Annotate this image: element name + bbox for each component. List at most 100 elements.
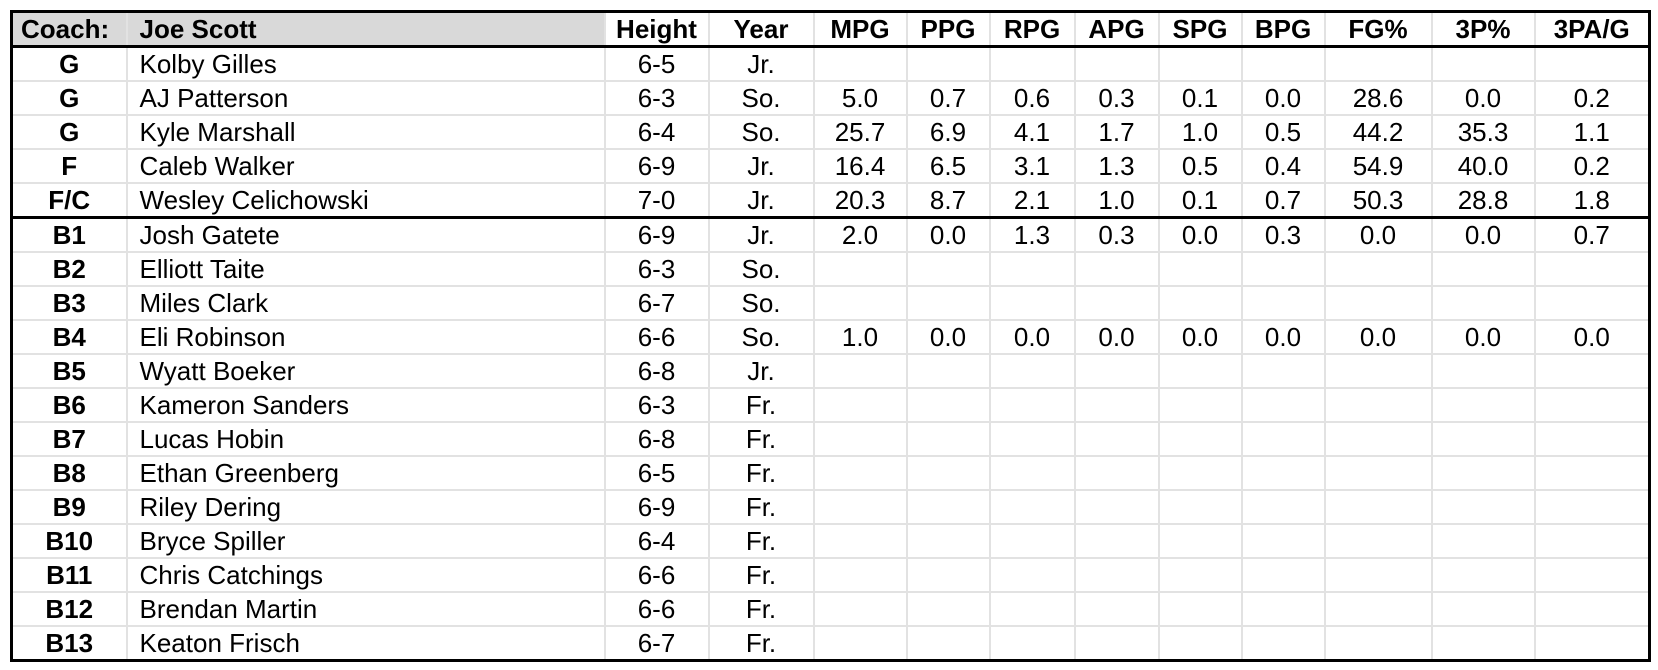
- stat-cell-mpg[interactable]: [812, 251, 908, 287]
- year-cell[interactable]: So.: [707, 285, 815, 321]
- stat-cell-rpg[interactable]: [988, 523, 1076, 559]
- stat-cell-apg[interactable]: [1073, 45, 1160, 82]
- stat-cell-3pa-g[interactable]: [1533, 285, 1651, 321]
- stat-cell-mpg[interactable]: [812, 625, 908, 662]
- stat-cell-ppg[interactable]: 0.7: [905, 80, 991, 116]
- player-name-cell[interactable]: Riley Dering: [125, 489, 606, 525]
- stat-cell-mpg[interactable]: [812, 285, 908, 321]
- stat-cell-3p-[interactable]: [1430, 455, 1536, 491]
- coach-name-cell[interactable]: Joe Scott: [125, 10, 606, 48]
- stat-cell-apg[interactable]: [1073, 523, 1160, 559]
- column-header-3p-[interactable]: 3P%: [1430, 10, 1536, 48]
- stat-cell-3p-[interactable]: [1430, 557, 1536, 593]
- position-cell[interactable]: G: [10, 45, 128, 82]
- stat-cell-bpg[interactable]: [1240, 557, 1326, 593]
- stat-cell-mpg[interactable]: 1.0: [812, 319, 908, 355]
- stat-cell-fg-[interactable]: [1323, 387, 1433, 423]
- stat-cell-rpg[interactable]: [988, 387, 1076, 423]
- height-cell[interactable]: 6-5: [603, 45, 710, 82]
- stat-cell-bpg[interactable]: [1240, 353, 1326, 389]
- stat-cell-rpg[interactable]: [988, 591, 1076, 627]
- height-cell[interactable]: 6-6: [603, 591, 710, 627]
- stat-cell-spg[interactable]: [1157, 421, 1243, 457]
- player-name-cell[interactable]: Eli Robinson: [125, 319, 606, 355]
- stat-cell-fg-[interactable]: [1323, 285, 1433, 321]
- stat-cell-bpg[interactable]: [1240, 489, 1326, 525]
- stat-cell-apg[interactable]: [1073, 455, 1160, 491]
- height-cell[interactable]: 6-9: [603, 148, 710, 184]
- stat-cell-mpg[interactable]: [812, 455, 908, 491]
- stat-cell-apg[interactable]: [1073, 421, 1160, 457]
- stat-cell-ppg[interactable]: 6.9: [905, 114, 991, 150]
- stat-cell-spg[interactable]: [1157, 625, 1243, 662]
- stat-cell-3pa-g[interactable]: [1533, 489, 1651, 525]
- year-cell[interactable]: Jr.: [707, 353, 815, 389]
- stat-cell-3p-[interactable]: 0.0: [1430, 216, 1536, 253]
- year-cell[interactable]: So.: [707, 251, 815, 287]
- stat-cell-bpg[interactable]: [1240, 455, 1326, 491]
- stat-cell-fg-[interactable]: [1323, 45, 1433, 82]
- stat-cell-3p-[interactable]: 35.3: [1430, 114, 1536, 150]
- stat-cell-bpg[interactable]: [1240, 251, 1326, 287]
- stat-cell-bpg[interactable]: 0.0: [1240, 80, 1326, 116]
- stat-cell-rpg[interactable]: [988, 353, 1076, 389]
- stat-cell-spg[interactable]: [1157, 251, 1243, 287]
- stat-cell-3pa-g[interactable]: [1533, 557, 1651, 593]
- position-cell[interactable]: B6: [10, 387, 128, 423]
- stat-cell-bpg[interactable]: [1240, 387, 1326, 423]
- stat-cell-spg[interactable]: [1157, 387, 1243, 423]
- stat-cell-ppg[interactable]: [905, 625, 991, 662]
- stat-cell-fg-[interactable]: 54.9: [1323, 148, 1433, 184]
- position-cell[interactable]: B10: [10, 523, 128, 559]
- stat-cell-spg[interactable]: 0.5: [1157, 148, 1243, 184]
- stat-cell-3p-[interactable]: [1430, 489, 1536, 525]
- stat-cell-apg[interactable]: 1.0: [1073, 182, 1160, 219]
- stat-cell-ppg[interactable]: 0.0: [905, 216, 991, 253]
- stat-cell-ppg[interactable]: 6.5: [905, 148, 991, 184]
- year-cell[interactable]: Fr.: [707, 489, 815, 525]
- position-cell[interactable]: F: [10, 148, 128, 184]
- player-name-cell[interactable]: Chris Catchings: [125, 557, 606, 593]
- stat-cell-mpg[interactable]: [812, 45, 908, 82]
- stat-cell-3pa-g[interactable]: [1533, 353, 1651, 389]
- stat-cell-spg[interactable]: [1157, 557, 1243, 593]
- stat-cell-bpg[interactable]: 0.7: [1240, 182, 1326, 219]
- stat-cell-3p-[interactable]: 40.0: [1430, 148, 1536, 184]
- stat-cell-fg-[interactable]: [1323, 489, 1433, 525]
- height-cell[interactable]: 6-6: [603, 319, 710, 355]
- stat-cell-mpg[interactable]: [812, 387, 908, 423]
- stat-cell-3p-[interactable]: [1430, 523, 1536, 559]
- year-cell[interactable]: Jr.: [707, 216, 815, 253]
- height-cell[interactable]: 7-0: [603, 182, 710, 219]
- stat-cell-3p-[interactable]: [1430, 45, 1536, 82]
- position-cell[interactable]: G: [10, 114, 128, 150]
- stat-cell-3pa-g[interactable]: 1.8: [1533, 182, 1651, 219]
- stat-cell-rpg[interactable]: 3.1: [988, 148, 1076, 184]
- position-cell[interactable]: B8: [10, 455, 128, 491]
- stat-cell-3pa-g[interactable]: [1533, 421, 1651, 457]
- player-name-cell[interactable]: Brendan Martin: [125, 591, 606, 627]
- height-cell[interactable]: 6-8: [603, 421, 710, 457]
- year-cell[interactable]: Fr.: [707, 421, 815, 457]
- stat-cell-ppg[interactable]: [905, 421, 991, 457]
- stat-cell-rpg[interactable]: 0.6: [988, 80, 1076, 116]
- stat-cell-3pa-g[interactable]: 0.7: [1533, 216, 1651, 253]
- stat-cell-ppg[interactable]: [905, 387, 991, 423]
- stat-cell-fg-[interactable]: [1323, 421, 1433, 457]
- stat-cell-rpg[interactable]: 4.1: [988, 114, 1076, 150]
- stat-cell-rpg[interactable]: [988, 285, 1076, 321]
- stat-cell-mpg[interactable]: [812, 489, 908, 525]
- year-cell[interactable]: Fr.: [707, 387, 815, 423]
- stat-cell-apg[interactable]: [1073, 285, 1160, 321]
- stat-cell-apg[interactable]: 0.0: [1073, 319, 1160, 355]
- stat-cell-bpg[interactable]: 0.0: [1240, 319, 1326, 355]
- height-cell[interactable]: 6-7: [603, 285, 710, 321]
- stat-cell-mpg[interactable]: 5.0: [812, 80, 908, 116]
- column-header-height[interactable]: Height: [603, 10, 710, 48]
- stat-cell-bpg[interactable]: [1240, 523, 1326, 559]
- stat-cell-mpg[interactable]: 2.0: [812, 216, 908, 253]
- stat-cell-apg[interactable]: 0.3: [1073, 216, 1160, 253]
- stat-cell-mpg[interactable]: [812, 523, 908, 559]
- stat-cell-spg[interactable]: [1157, 523, 1243, 559]
- stat-cell-ppg[interactable]: [905, 455, 991, 491]
